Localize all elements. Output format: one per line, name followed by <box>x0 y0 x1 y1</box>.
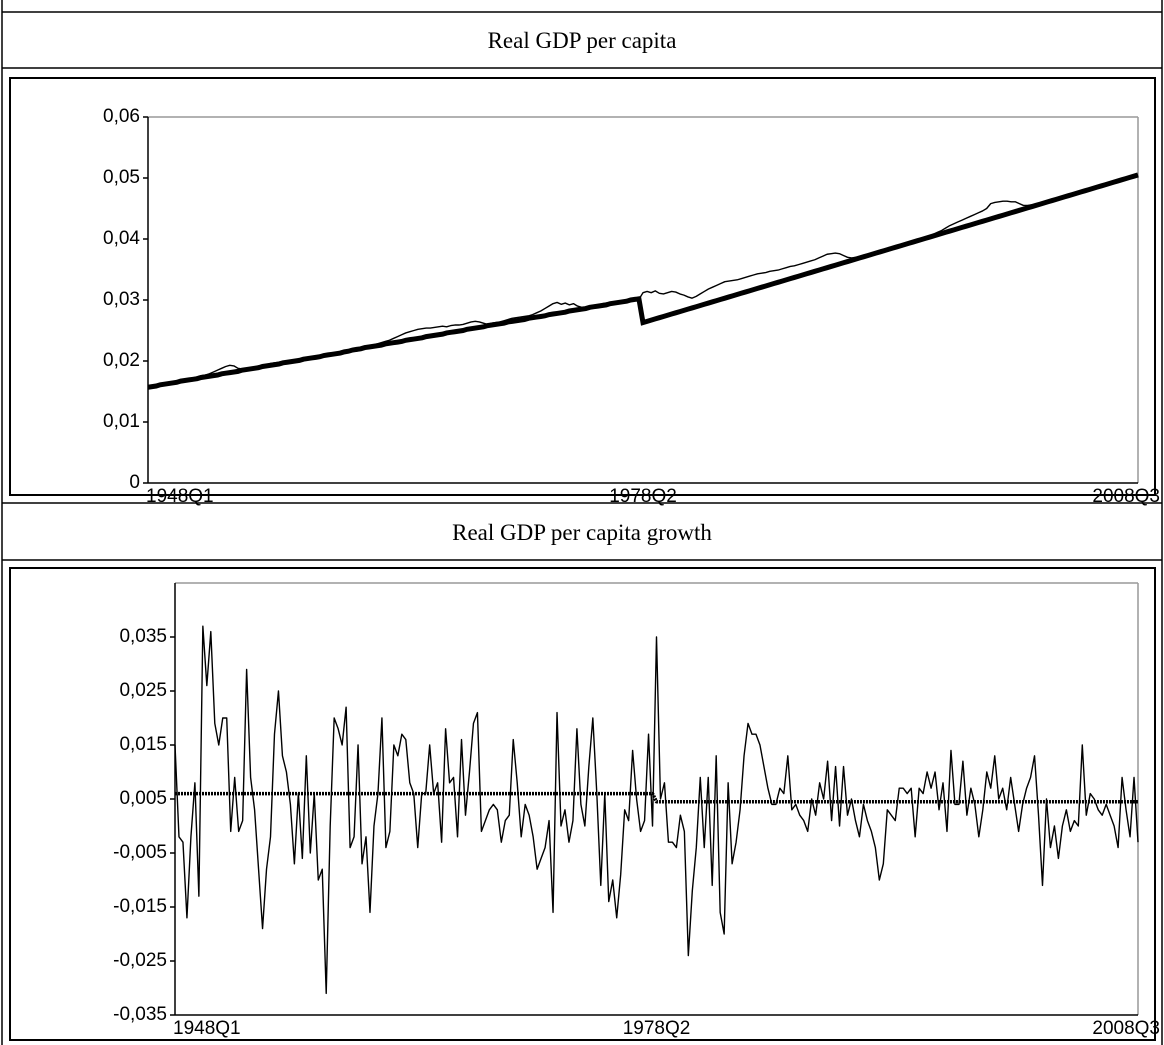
y-tick-label: 0,025 <box>119 680 167 701</box>
y-tick-label: 0,005 <box>119 788 167 809</box>
y-tick-label: 0 <box>129 472 140 493</box>
y-tick-label: -0,025 <box>113 950 167 971</box>
y-tick-label: 0,015 <box>119 734 167 755</box>
x-tick-label: 1948Q1 <box>173 1018 241 1039</box>
y-tick-label: -0,035 <box>113 1004 167 1025</box>
y-tick-label: -0,005 <box>113 842 167 863</box>
x-tick-label: 1948Q1 <box>146 486 214 507</box>
mean-line <box>175 791 1138 804</box>
y-tick-label: 0,01 <box>103 411 140 432</box>
chart-frame <box>9 567 1156 1041</box>
y-tick-label: 0,05 <box>103 167 140 188</box>
chart-title: Real GDP per capita growth <box>452 520 712 545</box>
x-tick-label: 2008Q3 <box>1092 1018 1160 1039</box>
y-tick-label: 0,03 <box>103 289 140 310</box>
x-tick-label: 2008Q3 <box>1092 486 1160 507</box>
chart-title: Real GDP per capita <box>488 28 677 53</box>
y-tick-label: 0,035 <box>119 626 167 647</box>
y-tick-label: 0,06 <box>103 106 140 127</box>
x-tick-label: 1978Q2 <box>609 486 677 507</box>
y-tick-label: 0,04 <box>103 228 140 249</box>
series-line <box>174 625 1139 995</box>
chart-frame <box>9 77 1156 496</box>
trend-line <box>147 172 1139 390</box>
series-line <box>147 174 1139 388</box>
y-tick-label: -0,015 <box>113 896 167 917</box>
x-tick-label: 1978Q2 <box>623 1018 691 1039</box>
y-tick-label: 0,02 <box>103 350 140 371</box>
